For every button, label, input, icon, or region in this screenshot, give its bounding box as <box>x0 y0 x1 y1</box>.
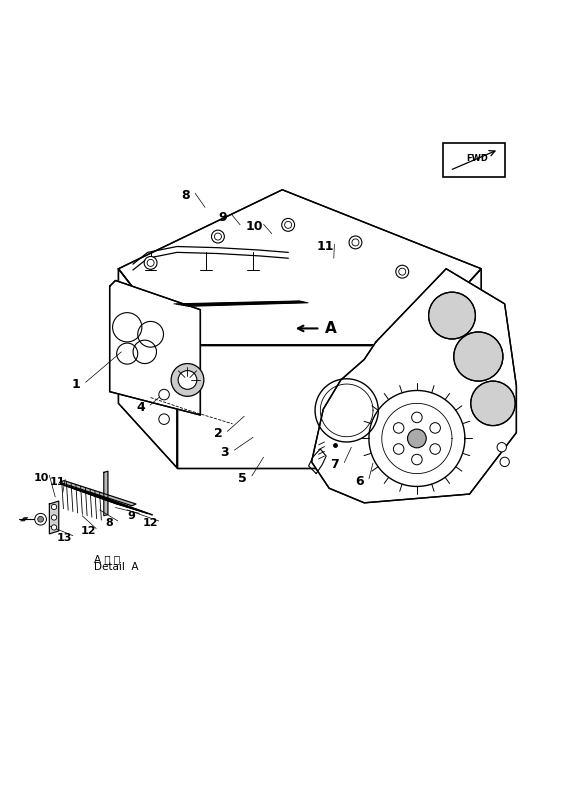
Circle shape <box>38 516 44 522</box>
Polygon shape <box>312 269 516 503</box>
Circle shape <box>212 230 225 243</box>
Circle shape <box>51 504 56 510</box>
Circle shape <box>396 266 409 278</box>
Text: 5: 5 <box>238 471 247 485</box>
Text: 10: 10 <box>245 220 263 233</box>
Text: 2: 2 <box>213 427 222 440</box>
Circle shape <box>412 412 422 423</box>
Polygon shape <box>104 471 108 516</box>
Text: A 詳 細: A 詳 細 <box>94 554 120 564</box>
FancyBboxPatch shape <box>19 471 192 588</box>
Polygon shape <box>118 190 481 345</box>
Text: A: A <box>325 321 336 336</box>
Text: 11: 11 <box>49 477 65 487</box>
Text: 12: 12 <box>80 526 96 536</box>
Text: 13: 13 <box>57 533 72 543</box>
Circle shape <box>412 454 422 465</box>
Polygon shape <box>49 501 59 534</box>
Circle shape <box>144 257 157 270</box>
Circle shape <box>430 444 440 454</box>
Circle shape <box>159 414 169 425</box>
Circle shape <box>407 429 426 448</box>
Text: 12: 12 <box>143 518 158 529</box>
FancyBboxPatch shape <box>443 143 505 176</box>
Polygon shape <box>411 269 481 467</box>
Text: 3: 3 <box>220 446 229 459</box>
Text: 11: 11 <box>316 240 334 253</box>
Text: 9: 9 <box>128 510 135 521</box>
Circle shape <box>349 236 362 249</box>
Text: 7: 7 <box>330 458 339 471</box>
Text: 1: 1 <box>72 378 81 391</box>
Circle shape <box>393 444 404 454</box>
Circle shape <box>159 390 169 400</box>
Circle shape <box>35 514 46 525</box>
Text: 4: 4 <box>136 401 145 414</box>
Text: 8: 8 <box>106 518 113 529</box>
Text: FWD: FWD <box>466 154 488 163</box>
Circle shape <box>430 423 440 433</box>
Circle shape <box>500 457 509 467</box>
Circle shape <box>51 525 56 530</box>
Polygon shape <box>109 281 201 415</box>
Circle shape <box>429 292 476 339</box>
Circle shape <box>454 332 503 381</box>
Text: 8: 8 <box>182 189 190 202</box>
Text: 10: 10 <box>34 473 49 483</box>
Text: 9: 9 <box>218 211 227 223</box>
Circle shape <box>471 381 515 425</box>
Circle shape <box>497 443 506 452</box>
Polygon shape <box>60 481 136 506</box>
Text: 6: 6 <box>355 475 364 487</box>
Polygon shape <box>177 345 411 467</box>
Circle shape <box>51 515 56 520</box>
Circle shape <box>282 219 295 231</box>
Circle shape <box>171 363 204 397</box>
Circle shape <box>393 423 404 433</box>
Polygon shape <box>118 269 177 467</box>
Text: Detail  A: Detail A <box>94 562 138 572</box>
Circle shape <box>178 370 197 390</box>
